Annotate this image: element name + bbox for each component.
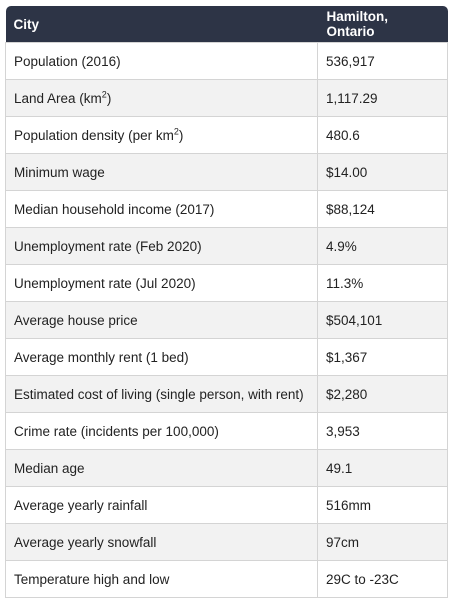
row-value: 1,117.29 [317, 79, 448, 117]
header-city: City [5, 6, 318, 43]
table-row: Median household income (2017) $88,124 [5, 190, 448, 228]
table-header-row: City Hamilton, Ontario [5, 6, 448, 43]
row-label: Median household income (2017) [5, 190, 318, 228]
row-label-suffix: ) [178, 127, 184, 143]
row-label: Average house price [5, 301, 318, 339]
row-label: Land Area (km2) [5, 79, 318, 117]
city-stats-table: City Hamilton, Ontario Population (2016)… [5, 6, 448, 598]
row-value: 480.6 [317, 116, 448, 154]
superscript: 2 [101, 89, 107, 99]
table-row: Estimated cost of living (single person,… [5, 375, 448, 413]
row-value: $504,101 [317, 301, 448, 339]
table-row: Temperature high and low 29C to -23C [5, 560, 448, 598]
row-value: $1,367 [317, 338, 448, 376]
table-row: Unemployment rate (Feb 2020) 4.9% [5, 227, 448, 265]
row-value: 97cm [317, 523, 448, 561]
table-row: Average yearly snowfall 97cm [5, 523, 448, 561]
superscript: 2 [173, 126, 179, 136]
row-value: 11.3% [317, 264, 448, 302]
row-value: 3,953 [317, 412, 448, 450]
row-value: $88,124 [317, 190, 448, 228]
row-label: Minimum wage [5, 153, 318, 191]
table-row: Average monthly rent (1 bed) $1,367 [5, 338, 448, 376]
row-label: Unemployment rate (Jul 2020) [5, 264, 318, 302]
row-value: 4.9% [317, 227, 448, 265]
table-row: Population (2016) 536,917 [5, 42, 448, 80]
table-row: Population density (per km2) 480.6 [5, 116, 448, 154]
header-hamilton-ontario: Hamilton, Ontario [317, 6, 448, 43]
row-label-text: Land Area (km [14, 90, 102, 106]
row-label: Temperature high and low [5, 560, 318, 598]
row-label: Median age [5, 449, 318, 487]
row-value: $14.00 [317, 153, 448, 191]
row-label-suffix: ) [106, 90, 112, 106]
table-row: Land Area (km2) 1,117.29 [5, 79, 448, 117]
table-row: Average yearly rainfall 516mm [5, 486, 448, 524]
row-label: Population density (per km2) [5, 116, 318, 154]
row-value: 49.1 [317, 449, 448, 487]
row-label-text: Population density (per km [14, 127, 174, 143]
table-row: Crime rate (incidents per 100,000) 3,953 [5, 412, 448, 450]
row-value: 536,917 [317, 42, 448, 80]
row-label: Population (2016) [5, 42, 318, 80]
city-stats-table-container: City Hamilton, Ontario Population (2016)… [5, 6, 448, 598]
row-value: 29C to -23C [317, 560, 448, 598]
table-row: Minimum wage $14.00 [5, 153, 448, 191]
row-value: 516mm [317, 486, 448, 524]
row-label: Average yearly rainfall [5, 486, 318, 524]
table-row: Average house price $504,101 [5, 301, 448, 339]
row-value: $2,280 [317, 375, 448, 413]
row-label: Average monthly rent (1 bed) [5, 338, 318, 376]
table-row: Unemployment rate (Jul 2020) 11.3% [5, 264, 448, 302]
row-label: Estimated cost of living (single person,… [5, 375, 318, 413]
row-label: Average yearly snowfall [5, 523, 318, 561]
row-label: Unemployment rate (Feb 2020) [5, 227, 318, 265]
row-label: Crime rate (incidents per 100,000) [5, 412, 318, 450]
table-row: Median age 49.1 [5, 449, 448, 487]
